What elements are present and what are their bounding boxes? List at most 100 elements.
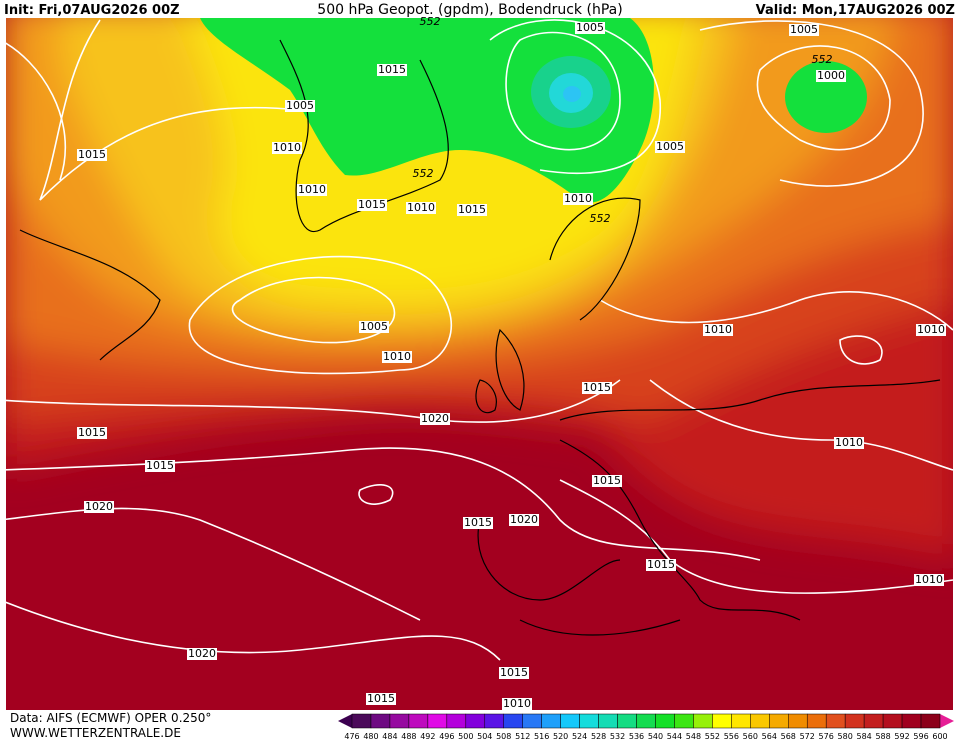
label-box (420, 413, 450, 425)
label-box (703, 324, 733, 336)
label-box (377, 64, 407, 76)
legend-level: 516 (534, 732, 549, 741)
legend-level: 584 (856, 732, 871, 741)
legend-swatch (408, 713, 429, 729)
isobar-label: 1010 (298, 183, 326, 196)
isobar-label: 1020 (85, 500, 113, 513)
valid-time: Valid: Mon,17AUG2026 00Z (756, 3, 955, 18)
legend-swatch (446, 713, 467, 729)
legend-level: 520 (553, 732, 568, 741)
isobar-label: 1020 (510, 513, 538, 526)
legend-swatch (788, 713, 808, 729)
legend-swatch (427, 713, 448, 729)
init-time: Init: Fri,07AUG2026 00Z (4, 3, 180, 18)
isobar-label: 1010 (564, 192, 592, 205)
color-legend: 476 480 484 488 492 496 500 504 508 512 516 520 524 5… (338, 713, 954, 741)
isobar-label: 1015 (464, 516, 492, 529)
label-box (457, 204, 487, 216)
isobar-label: 1015 (583, 381, 611, 394)
legend-swatch (484, 713, 504, 729)
map-title: 500 hPa Geopot. (gpdm), Bodendruck (hPa) (317, 2, 622, 18)
isobar-label: 1010 (917, 323, 945, 336)
isobar-label: 1010 (383, 350, 411, 363)
legend-level: 484 (382, 732, 397, 741)
label-box (366, 693, 396, 705)
legend-level: 540 (648, 732, 663, 741)
label-box (502, 698, 532, 710)
legend-level: 512 (515, 732, 530, 741)
isobar-label: 1015 (358, 198, 386, 211)
isobar-label: 1015 (78, 426, 106, 439)
legend-swatch (522, 713, 542, 729)
legend-swatch (712, 713, 732, 729)
legend-swatch (920, 713, 941, 729)
isobar-label: 1005 (790, 23, 818, 36)
isobar-label: 1015 (78, 148, 106, 161)
legend-level: 504 (477, 732, 492, 741)
label-box (272, 142, 302, 154)
isobar-label: 1010 (407, 201, 435, 214)
label-box (297, 184, 327, 196)
isobar-label: 1005 (656, 140, 684, 153)
legend-level: 560 (743, 732, 758, 741)
legend-swatch (465, 713, 486, 729)
label-box (509, 514, 539, 526)
legend-swatch (731, 713, 751, 729)
legend-level: 508 (496, 732, 511, 741)
legend-level: 552 (705, 732, 720, 741)
legend-level: 568 (781, 732, 796, 741)
label-box (582, 382, 612, 394)
label-box (789, 24, 819, 36)
legend-level: 592 (894, 732, 909, 741)
legend-swatch (541, 713, 561, 729)
isobar-label: 1010 (915, 573, 943, 586)
legend-swatch (882, 713, 903, 729)
label-box (575, 22, 605, 34)
contour-label: 552 (413, 167, 434, 180)
legend-swatch (863, 713, 884, 729)
label-box (357, 199, 387, 211)
contour-label: 552 (812, 53, 833, 66)
legend-swatch (598, 713, 618, 729)
legend-swatch (560, 713, 580, 729)
isobar-label: 1010 (835, 436, 863, 449)
legend-level: 600 (932, 732, 947, 741)
label-box (84, 501, 114, 513)
isobar-label: 1005 (286, 99, 314, 112)
legend-high-arrow (940, 714, 954, 728)
label-box (285, 100, 315, 112)
isobar-label: 1015 (367, 692, 395, 705)
label-box (406, 202, 436, 214)
website: WWW.WETTERZENTRALE.DE (10, 726, 181, 740)
contour-label: 552 (420, 15, 441, 28)
data-source: Data: AIFS (ECMWF) OPER 0.250° (10, 711, 211, 725)
isobar-label: 1020 (421, 412, 449, 425)
isobar-label: 1015 (500, 666, 528, 679)
label-box (834, 437, 864, 449)
legend-level: 500 (458, 732, 473, 741)
legend-swatch (503, 713, 523, 729)
legend-level: 580 (838, 732, 853, 741)
isobar-label: 1010 (704, 323, 732, 336)
isobar-labels: 1005 1015 1005 1010 1015 1010 1015 1010 1015 1010… (77, 15, 946, 710)
label-box (382, 351, 412, 363)
legend-level: 480 (363, 732, 378, 741)
legend-swatch (370, 713, 391, 729)
label-box (816, 70, 846, 82)
label-box (646, 559, 676, 571)
isobar-label: 1015 (146, 459, 174, 472)
isobar-label: 1010 (503, 697, 531, 710)
legend-swatch (844, 713, 865, 729)
isobar-label: 1015 (378, 63, 406, 76)
legend-level: 536 (629, 732, 644, 741)
legend-level: 524 (572, 732, 587, 741)
isobar-label: 1015 (647, 558, 675, 571)
legend-swatch (750, 713, 770, 729)
legend-swatch (806, 713, 827, 729)
legend-level: 556 (724, 732, 739, 741)
legend-level: 528 (591, 732, 606, 741)
legend-swatch (617, 713, 637, 729)
legend-swatch (351, 713, 372, 729)
